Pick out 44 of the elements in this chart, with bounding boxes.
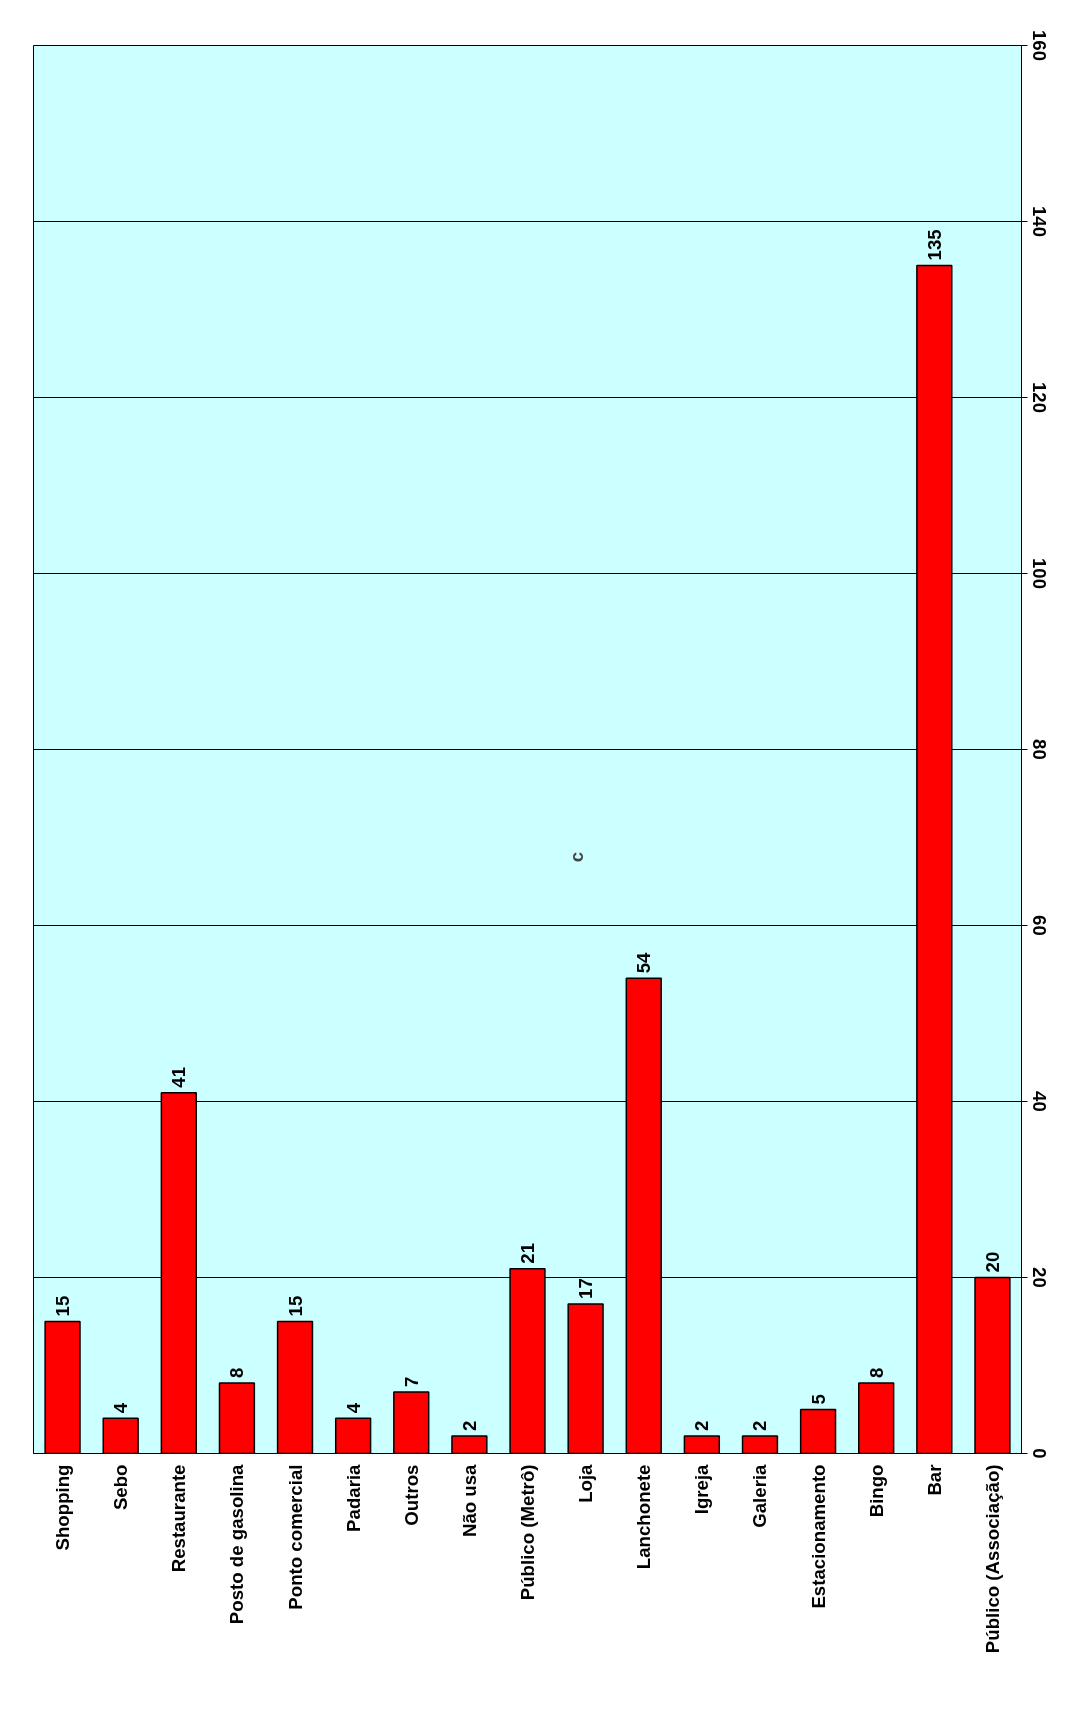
- x-tick-label: Público (Metrô): [517, 1464, 538, 1601]
- y-tick-label: 100: [1028, 557, 1050, 590]
- data-label: 8: [226, 1367, 248, 1379]
- y-tick-label: 40: [1028, 1091, 1050, 1112]
- x-tick-label: Bingo: [865, 1464, 887, 1518]
- data-label: 8: [865, 1367, 887, 1379]
- x-tick-label: Ponto comercial: [284, 1464, 306, 1610]
- data-label: 20: [981, 1251, 1003, 1273]
- data-label: 4: [110, 1402, 132, 1414]
- annotation: c: [565, 851, 587, 863]
- data-label: 7: [400, 1376, 422, 1387]
- x-tick-label: Posto de gasolina: [226, 1463, 248, 1625]
- y-tick-label: 80: [1028, 739, 1050, 760]
- data-label: 41: [168, 1066, 190, 1088]
- x-tick-label: Padaria: [342, 1463, 364, 1532]
- data-label: 54: [633, 951, 655, 974]
- data-label: 2: [749, 1420, 771, 1431]
- data-label: 135: [923, 229, 945, 261]
- data-label: 2: [458, 1420, 480, 1431]
- y-tick-label: 120: [1028, 381, 1050, 414]
- y-tick-label: 20: [1028, 1267, 1050, 1288]
- x-tick-label: Estacionamento: [807, 1464, 829, 1609]
- data-label: 15: [52, 1295, 74, 1317]
- x-tick-label: Shopping: [52, 1464, 74, 1551]
- y-tick-label: 160: [1028, 29, 1050, 62]
- data-label: 21: [517, 1242, 538, 1264]
- x-tick-label: Outros: [400, 1464, 422, 1526]
- x-tick-label: Lanchonete: [633, 1464, 655, 1570]
- data-label: 5: [807, 1394, 829, 1405]
- x-tick-label: Galeria: [749, 1463, 771, 1528]
- data-label: 15: [284, 1295, 306, 1317]
- x-tick-label: Bar: [923, 1464, 945, 1496]
- y-tick-label: 60: [1028, 915, 1050, 936]
- data-label: 4: [342, 1402, 364, 1414]
- data-label: 17: [575, 1278, 597, 1299]
- y-tick-label: 0: [1028, 1448, 1050, 1459]
- x-tick-label: Loja: [575, 1463, 597, 1503]
- x-tick-label: Restaurante: [168, 1464, 190, 1573]
- y-tick-label: 140: [1028, 205, 1050, 238]
- data-label: 2: [691, 1420, 713, 1431]
- x-tick-label: Não usa: [458, 1463, 480, 1538]
- x-tick-label: Sebo: [110, 1464, 132, 1511]
- x-tick-label: Igreja: [691, 1463, 713, 1515]
- x-tick-label: Público (Associação): [981, 1464, 1003, 1654]
